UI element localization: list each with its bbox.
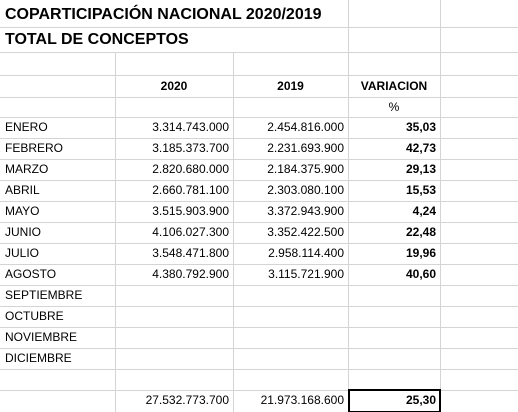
variation-value: 29,13 bbox=[405, 162, 436, 176]
grid-line bbox=[0, 306, 518, 307]
amount-value: 2.303.080.100 bbox=[267, 183, 344, 197]
grid-line bbox=[0, 27, 518, 28]
grid-line bbox=[348, 0, 349, 412]
month-label: MAYO bbox=[5, 204, 40, 218]
amount-value: 2.660.781.100 bbox=[152, 183, 229, 197]
grid-line bbox=[0, 159, 518, 160]
amount-value: 4.106.027.300 bbox=[152, 225, 229, 239]
month-label: OCTUBRE bbox=[5, 309, 64, 323]
month-label: FEBRERO bbox=[5, 141, 64, 155]
column-header: 2020 bbox=[160, 79, 188, 93]
variation-value: 19,96 bbox=[405, 246, 436, 260]
month-label: AGOSTO bbox=[5, 267, 57, 281]
variation-value: 42,73 bbox=[405, 141, 436, 155]
variation-value: 15,53 bbox=[405, 183, 436, 197]
grid-line bbox=[0, 117, 518, 118]
amount-value: 3.372.943.900 bbox=[267, 204, 344, 218]
amount-value: 2.454.816.000 bbox=[267, 120, 344, 134]
grid-line bbox=[440, 0, 441, 412]
grid-line bbox=[0, 369, 518, 370]
grid-line bbox=[0, 201, 518, 202]
grid-line bbox=[0, 180, 518, 181]
grid-line bbox=[115, 52, 116, 412]
amount-value: 3.115.721.900 bbox=[268, 267, 344, 281]
month-label: ABRIL bbox=[5, 183, 40, 197]
month-label: NOVIEMBRE bbox=[5, 330, 78, 344]
grid-line bbox=[0, 52, 518, 53]
grid-line bbox=[0, 97, 518, 98]
grid-line bbox=[0, 138, 518, 139]
total-variation: 25,30 bbox=[405, 393, 436, 407]
amount-value: 2.231.693.900 bbox=[267, 141, 344, 155]
grid-line bbox=[0, 327, 518, 328]
variation-value: 4,24 bbox=[412, 204, 436, 218]
total-amount: 27.532.773.700 bbox=[145, 393, 229, 407]
amount-value: 3.314.743.000 bbox=[152, 120, 229, 134]
variation-value: 40,60 bbox=[405, 267, 436, 281]
month-label: JUNIO bbox=[5, 225, 41, 239]
sheet-subtitle: TOTAL DE CONCEPTOS bbox=[5, 31, 189, 48]
grid-line bbox=[0, 390, 518, 391]
column-header: 2019 bbox=[277, 79, 304, 93]
month-label: ENERO bbox=[5, 120, 48, 134]
month-label: JULIO bbox=[5, 246, 40, 260]
grid-line bbox=[0, 222, 518, 223]
total-amount: 21.973.168.600 bbox=[260, 393, 344, 407]
grid-line bbox=[233, 52, 234, 412]
variation-value: 22,48 bbox=[405, 225, 436, 239]
grid-line bbox=[0, 243, 518, 244]
sheet-title: COPARTICIPACIÓN NACIONAL 2020/2019 bbox=[5, 6, 322, 23]
amount-value: 3.515.903.900 bbox=[152, 204, 229, 218]
grid-line bbox=[0, 285, 518, 286]
amount-value: 4.380.792.900 bbox=[152, 267, 229, 281]
amount-value: 3.352.422.500 bbox=[267, 225, 344, 239]
variation-value: 35,03 bbox=[405, 120, 436, 134]
month-label: MARZO bbox=[5, 162, 49, 176]
unit-label: % bbox=[388, 100, 400, 114]
month-label: SEPTIEMBRE bbox=[5, 288, 83, 302]
month-label: DICIEMBRE bbox=[5, 351, 72, 365]
grid-line bbox=[0, 264, 518, 265]
grid-line bbox=[0, 348, 518, 349]
amount-value: 2.184.375.900 bbox=[267, 162, 344, 176]
amount-value: 2.958.114.400 bbox=[268, 246, 344, 260]
amount-value: 2.820.680.000 bbox=[152, 162, 229, 176]
grid-line bbox=[0, 75, 518, 76]
total-highlight bbox=[348, 389, 441, 412]
column-header: VARIACION bbox=[360, 79, 428, 93]
amount-value: 3.185.373.700 bbox=[152, 141, 229, 155]
amount-value: 3.548.471.800 bbox=[152, 246, 229, 260]
